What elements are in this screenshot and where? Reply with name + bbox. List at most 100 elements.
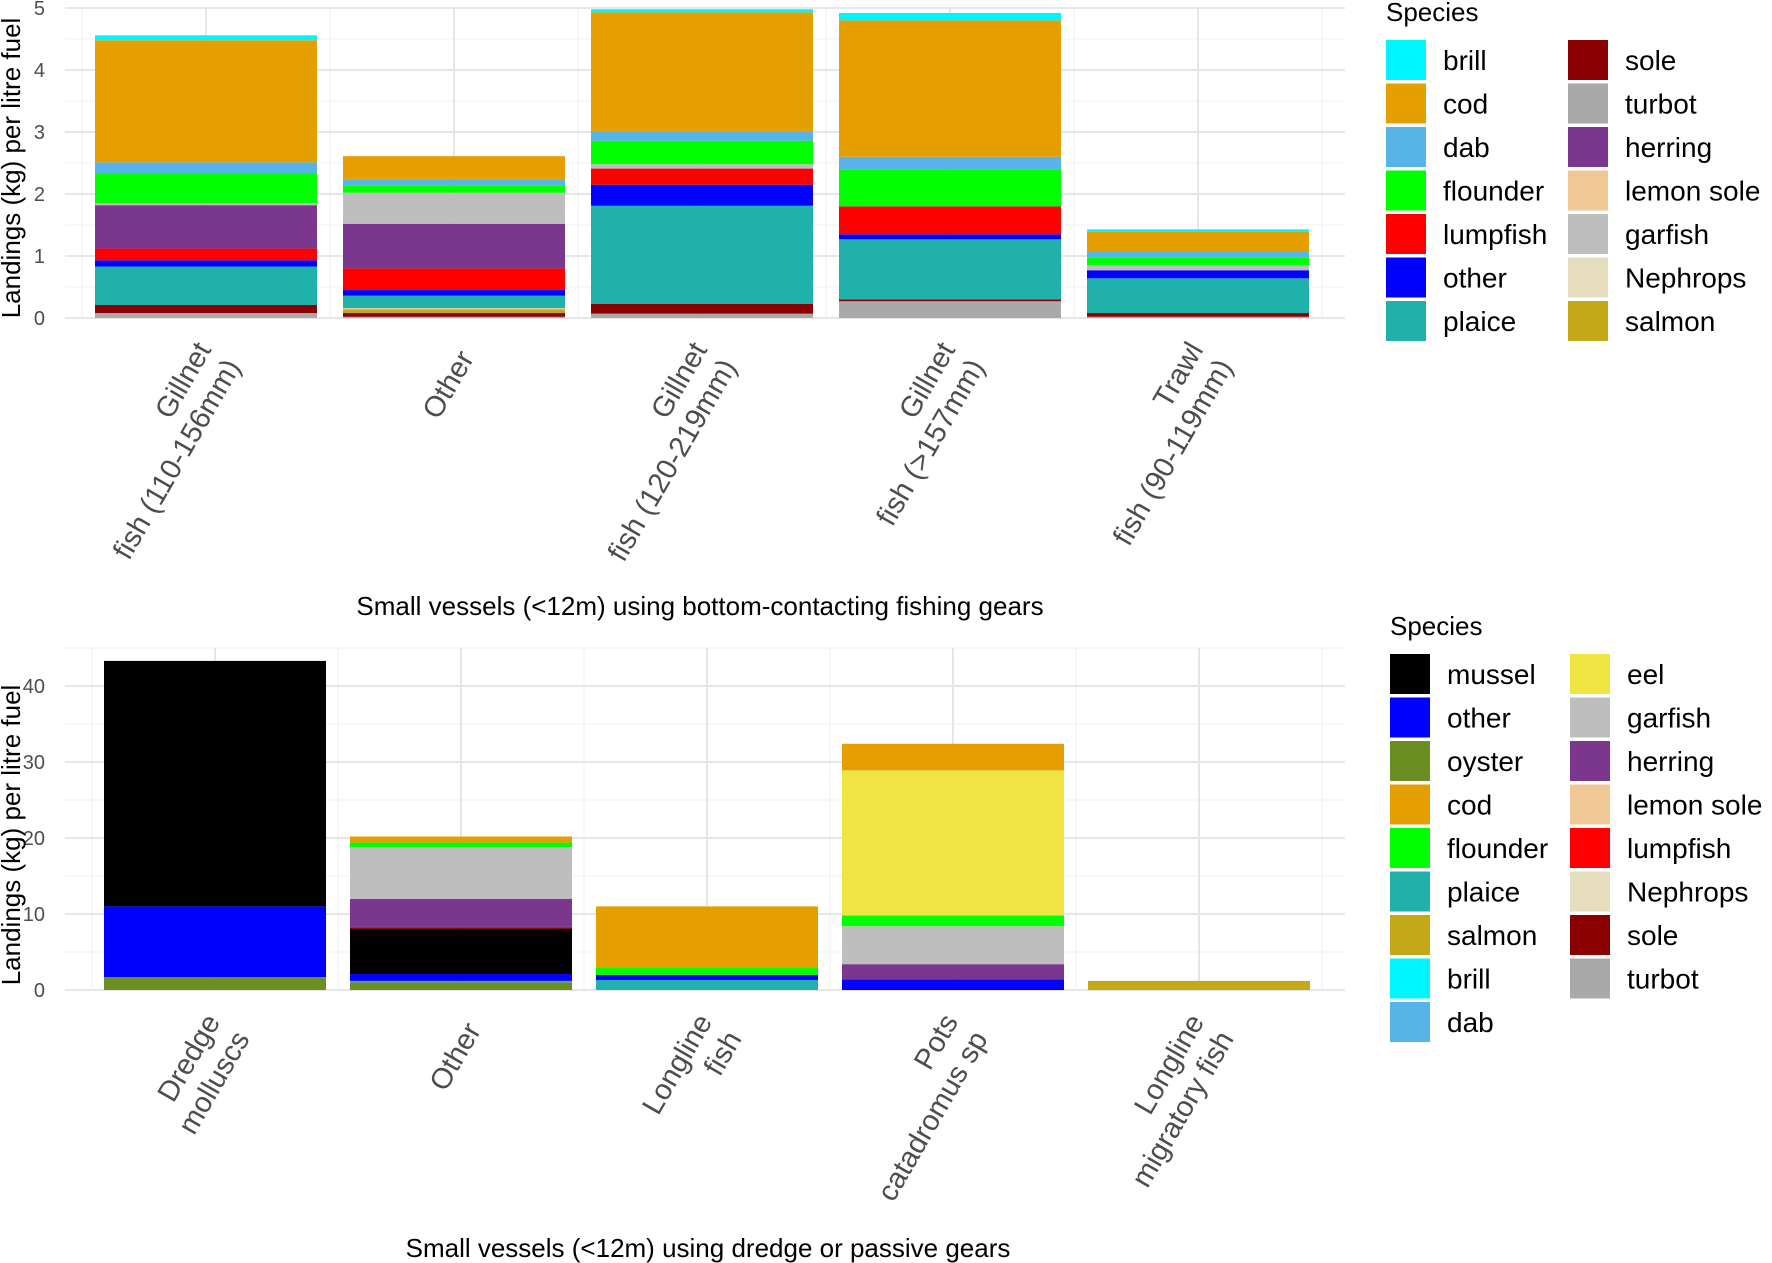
top-chart-legend-label-plaice: plaice xyxy=(1443,306,1516,337)
bottom-chart-bar-mussel-other xyxy=(350,928,572,975)
top-chart-bar-dab-gillnet-fish-110-156mm xyxy=(95,162,317,174)
top-chart-bar-sole-gillnet-fish-110-156mm xyxy=(95,304,317,314)
bottom-chart-bar-flounder-other xyxy=(350,842,572,848)
bottom-chart-legend-label-herring: herring xyxy=(1627,746,1714,777)
top-chart-bar-other-other xyxy=(343,290,565,296)
bottom-chart-legend-label-lemon-sole: lemon sole xyxy=(1627,790,1762,821)
bottom-chart-bar-other-other xyxy=(350,974,572,981)
bottom-chart-bar-other-longline-fish xyxy=(596,974,818,981)
top-chart-legend-label-sole: sole xyxy=(1625,45,1676,76)
bottom-chart-legend-swatch-garfish xyxy=(1570,697,1610,738)
bottom-chart-bar-oyster-other xyxy=(350,982,572,990)
top-chart-legend-label-nephrops: Nephrops xyxy=(1625,263,1746,294)
top-chart-bar-brill-gillnet-fish-157mm xyxy=(839,12,1061,21)
top-chart-bar-lemon-sole-other xyxy=(343,308,565,310)
top-chart-bar-flounder-gillnet-fish-110-156mm xyxy=(95,173,317,204)
bottom-chart-y-axis-title: Landings (kg) per litre fuel xyxy=(0,685,26,986)
bottom-chart-bars xyxy=(104,660,1310,990)
top-chart-bar-sole-gillnet-fish-157mm xyxy=(839,299,1061,302)
top-chart-y-tick-label: 2 xyxy=(34,184,45,206)
top-chart-bar-flounder-gillnet-fish-157mm xyxy=(839,169,1061,207)
top-chart-legend-swatch-garfish xyxy=(1568,214,1608,254)
bottom-chart-legend-swatch-lumpfish xyxy=(1570,828,1610,868)
bottom-chart-legend-label-nephrops: Nephrops xyxy=(1627,877,1748,908)
bottom-chart-legend-label-salmon: salmon xyxy=(1447,920,1537,951)
bottom-chart-legend-label-other: other xyxy=(1447,703,1511,734)
top-chart-legend-label-dab: dab xyxy=(1443,132,1490,163)
bottom-chart-y-tick-label: 20 xyxy=(23,828,45,850)
bottom-chart-legend-label-lumpfish: lumpfish xyxy=(1627,833,1731,864)
top-chart-bar-lumpfish-gillnet-fish-120-219mm xyxy=(591,168,813,185)
bottom-chart-bar-flounder-pots-catadromus-sp xyxy=(842,915,1064,927)
bottom-chart-bar-herring-pots-catadromus-sp xyxy=(842,964,1064,980)
bottom-chart-y-tick-label: 30 xyxy=(23,752,45,774)
top-chart-bar-garfish-gillnet-fish-110-156mm xyxy=(95,203,317,206)
top-chart-y-tick-label: 0 xyxy=(34,308,45,330)
top-chart-y-tick-label: 1 xyxy=(34,246,45,268)
top-chart-legend-swatch-nephrops xyxy=(1568,257,1608,298)
top-chart-bar-sole-other xyxy=(343,313,565,317)
top-chart-bar-cod-gillnet-fish-110-156mm xyxy=(95,40,317,163)
bottom-chart-bar-flounder-longline-fish xyxy=(596,967,818,975)
top-chart-legend-label-brill: brill xyxy=(1443,45,1487,76)
bottom-chart-y-ticks: 0 10 20 30 40 xyxy=(23,676,45,1002)
top-chart-legend-swatch-lemon-sole xyxy=(1568,170,1608,211)
bottom-chart-legend-swatch-eel xyxy=(1570,654,1610,694)
bottom-chart-bar-herring-other xyxy=(350,898,572,927)
bottom-chart-bar-eel-pots-catadromus-sp xyxy=(842,770,1064,916)
bottom-chart-x-axis-title: Small vessels (<12m) using dredge or pas… xyxy=(406,1233,1011,1263)
top-chart-bar-plaice-gillnet-fish-110-156mm xyxy=(95,266,317,305)
top-chart-bar-flounder-other xyxy=(343,185,565,193)
top-chart-bar-plaice-gillnet-fish-120-219mm xyxy=(591,205,813,304)
top-chart-bars xyxy=(95,9,1309,318)
bottom-chart-legend-label-flounder: flounder xyxy=(1447,833,1548,864)
bottom-chart-legend-label-turbot: turbot xyxy=(1627,964,1699,995)
bottom-chart-bar-mussel-dredge-molluscs xyxy=(104,660,326,907)
bottom-chart-legend-label-cod: cod xyxy=(1447,790,1492,821)
top-chart-bar-other-gillnet-fish-157mm xyxy=(839,234,1061,240)
top-chart-bar-cod-trawl-fish-90-119mm xyxy=(1087,231,1309,252)
bottom-chart-legend-label-oyster: oyster xyxy=(1447,746,1523,777)
top-chart-bar-dab-other xyxy=(343,179,565,186)
bottom-chart-bar-oyster-dredge-molluscs xyxy=(104,977,326,990)
top-chart-legend-swatch-lumpfish xyxy=(1386,214,1426,254)
bottom-chart-legend-label-eel: eel xyxy=(1627,659,1664,690)
top-chart-bar-lumpfish-gillnet-fish-157mm xyxy=(839,206,1061,235)
top-chart-legend-label-garfish: garfish xyxy=(1625,219,1709,250)
top-chart-bar-lumpfish-other xyxy=(343,268,565,291)
top-chart-legend-label-turbot: turbot xyxy=(1625,89,1697,120)
top-chart-bar-sole-trawl-fish-90-119mm xyxy=(1087,313,1309,317)
top-chart-bar-brill-gillnet-fish-110-156mm xyxy=(95,35,317,41)
top-chart-legend-swatch-turbot xyxy=(1568,83,1608,124)
bottom-chart-legend-swatch-turbot xyxy=(1570,958,1610,999)
top-chart-bar-dab-gillnet-fish-157mm xyxy=(839,156,1061,170)
bottom-chart-bar-lumpfish-other xyxy=(350,926,572,929)
top-chart-bar-brill-gillnet-fish-120-219mm xyxy=(591,9,813,13)
top-chart-bar-cod-gillnet-fish-157mm xyxy=(839,20,1061,157)
bottom-chart-legend-label-plaice: plaice xyxy=(1447,877,1520,908)
bottom-chart-bar-plaice-longline-fish xyxy=(596,980,818,990)
bottom-chart-y-tick-label: 0 xyxy=(34,980,45,1002)
top-chart-x-axis-title: Small vessels (<12m) using bottom-contac… xyxy=(356,591,1043,621)
top-chart-bar-turbot-gillnet-fish-120-219mm xyxy=(591,313,813,318)
top-chart-bar-salmon-other xyxy=(343,309,565,314)
bottom-chart-bar-other-dredge-molluscs xyxy=(104,906,326,978)
bottom-chart-y-tick-label: 40 xyxy=(23,676,45,698)
bottom-chart-legend: Species mussel other oyster cod flounder plai… xyxy=(1390,611,1762,1042)
bottom-chart-bar-salmon-longline-migratory-fish xyxy=(1088,980,1310,990)
top-chart-legend-label-lemon-sole: lemon sole xyxy=(1625,176,1760,207)
bottom-chart-legend-label-brill: brill xyxy=(1447,964,1491,995)
top-chart-bar-other-gillnet-fish-120-219mm xyxy=(591,184,813,206)
top-chart-legend-swatch-dab xyxy=(1386,127,1426,167)
top-chart-bar-turbot-trawl-fish-90-119mm xyxy=(1087,316,1309,318)
bottom-chart-legend-swatch-oyster xyxy=(1390,741,1430,781)
top-chart-bar-herring-other xyxy=(343,223,565,269)
bottom-chart-legend-label-garfish: garfish xyxy=(1627,703,1711,734)
bottom-chart-y-tick-label: 10 xyxy=(23,904,45,926)
top-chart-bar-flounder-trawl-fish-90-119mm xyxy=(1087,257,1309,266)
bottom-chart-legend-swatch-sole xyxy=(1570,915,1610,955)
bottom-chart-legend-swatch-lemon-sole xyxy=(1570,784,1610,825)
top-chart-bar-garfish-gillnet-fish-120-219mm xyxy=(591,164,813,169)
